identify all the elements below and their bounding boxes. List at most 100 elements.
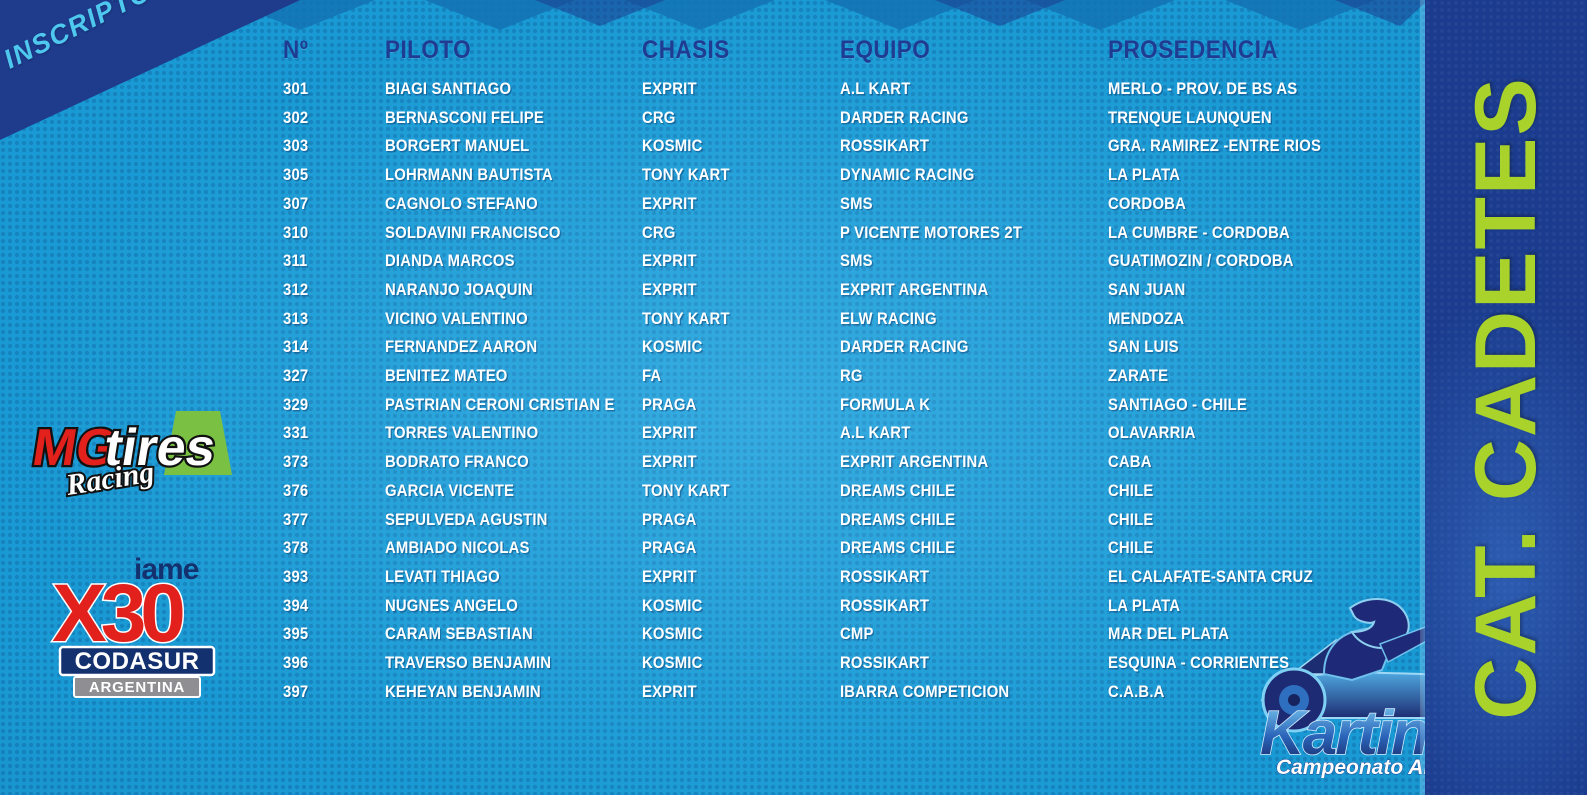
cell-origin: CORDOBA xyxy=(1108,194,1186,213)
x30-text: X30 xyxy=(51,567,191,661)
category-panel: CAT. CADETES xyxy=(1425,0,1587,795)
table-row: 376 GARCIA VICENTE TONY KART DREAMS CHILE CH… xyxy=(0,482,1430,510)
svg-text:X30: X30 xyxy=(52,568,183,659)
table-row: 327 BENITEZ MATEO FA RG ZARATE xyxy=(0,367,1430,395)
cell-number: 395 xyxy=(283,625,309,644)
cell-team: EXPRIT ARGENTINA xyxy=(840,453,989,472)
cell-origin: LA CUMBRE - CORDOBA xyxy=(1108,223,1290,242)
category-title: CAT. CADETES xyxy=(1458,75,1554,720)
cell-chassis: EXPRIT xyxy=(642,80,697,98)
table-row: 395 CARAM SEBASTIAN KOSMIC CMP MAR DEL PLATA xyxy=(0,625,1430,653)
cell-chassis: KOSMIC xyxy=(642,338,703,357)
cell-driver: FERNANDEZ AARON xyxy=(385,338,538,357)
cell-team: DREAMS CHILE xyxy=(840,510,956,529)
cell-chassis: EXPRIT xyxy=(642,280,697,299)
cell-number: 378 xyxy=(283,539,309,558)
cell-origin: C.A.B.A xyxy=(1108,682,1165,701)
table-row: 310 SOLDAVINI FRANCISCO CRG P VICENTE MOTOR… xyxy=(0,224,1430,252)
table-row: 301 BIAGI SANTIAGO EXPRIT A.L KART MERLO - P… xyxy=(0,80,1430,108)
cell-origin: GUATIMOZIN / CORDOBA xyxy=(1108,252,1294,271)
table-row: 329 PASTRIAN CERONI CRISTIAN E PRAGA FORMUL… xyxy=(0,396,1430,424)
cell-number: 314 xyxy=(283,338,309,357)
header-team: EQUIPO xyxy=(840,36,931,64)
x30-codasur-logo: iame X30 CODASUR ARGENTINA xyxy=(48,543,226,701)
cell-number: 396 xyxy=(283,654,309,672)
cell-chassis: EXPRIT xyxy=(642,453,697,472)
cell-chassis: KOSMIC xyxy=(642,596,703,615)
cell-team: ROSSIKART xyxy=(840,137,930,156)
cell-chassis: PRAGA xyxy=(642,395,697,414)
cell-origin: EL CALAFATE-SANTA CRUZ xyxy=(1108,567,1313,586)
panel-glow xyxy=(1425,0,1587,795)
cell-chassis: TONY KART xyxy=(642,309,730,328)
cell-chassis: EXPRIT xyxy=(642,424,697,443)
header-chassis: CHASIS xyxy=(642,36,730,64)
cell-number: 312 xyxy=(283,280,309,299)
table-row: 377 SEPULVEDA AGUSTIN PRAGA DREAMS CHILE CHI… xyxy=(0,511,1430,539)
table-row: 302 BERNASCONI FELIPE CRG DARDER RACING TREN… xyxy=(0,109,1430,137)
cell-team: SMS xyxy=(840,252,873,271)
cell-chassis: EXPRIT xyxy=(642,567,697,586)
cell-origin: CHILE xyxy=(1108,481,1154,500)
cell-origin: ESQUINA - CORRIENTES xyxy=(1108,654,1290,672)
cell-driver: CAGNOLO STEFANO xyxy=(385,194,538,213)
cell-team: ROSSIKART xyxy=(840,654,930,672)
cell-driver: SEPULVEDA AGUSTIN xyxy=(385,510,548,529)
cell-number: 393 xyxy=(283,567,309,586)
cell-origin: CABA xyxy=(1108,453,1152,472)
cell-driver: SOLDAVINI FRANCISCO xyxy=(385,223,561,242)
cell-team: P VICENTE MOTORES 2T xyxy=(840,223,1023,242)
cell-team: A.L KART xyxy=(840,80,911,98)
cell-team: A.L KART xyxy=(840,424,911,443)
cell-driver: KEHEYAN BENJAMIN xyxy=(385,682,541,701)
table-row: 373 BODRATO FRANCO EXPRIT EXPRIT ARGENTINA C… xyxy=(0,453,1430,481)
argentina-text: ARGENTINA xyxy=(89,679,185,696)
cell-driver: BODRATO FRANCO xyxy=(385,453,529,472)
cell-origin: CHILE xyxy=(1108,510,1154,529)
mg-text: MG xyxy=(29,419,122,477)
cell-chassis: CRG xyxy=(642,108,676,127)
cell-chassis: CRG xyxy=(642,223,676,242)
cell-chassis: PRAGA xyxy=(642,539,697,558)
mg-tires-logo: MG tires Racing xyxy=(24,405,266,503)
table-row: 311 DIANDA MARCOS EXPRIT SMS GUATIMOZIN / CO… xyxy=(0,252,1430,280)
cell-driver: BERNASCONI FELIPE xyxy=(385,108,545,127)
cell-driver: VICINO VALENTINO xyxy=(385,309,528,328)
cell-driver: DIANDA MARCOS xyxy=(385,252,515,271)
table-row: 303 BORGERT MANUEL KOSMIC ROSSIKART GRA. RAM… xyxy=(0,137,1430,165)
table-row: 305 LOHRMANN BAUTISTA TONY KART DYNAMIC RAC… xyxy=(0,166,1430,194)
cell-chassis: KOSMIC xyxy=(642,654,703,672)
cell-chassis: EXPRIT xyxy=(642,682,697,701)
cell-chassis: PRAGA xyxy=(642,510,697,529)
cell-driver: NUGNES ANGELO xyxy=(385,596,518,615)
cell-number: 397 xyxy=(283,682,309,701)
cell-driver: TORRES VALENTINO xyxy=(385,424,539,443)
cell-number: 305 xyxy=(283,166,309,185)
cell-team: DARDER RACING xyxy=(840,338,969,357)
cell-origin: TRENQUE LAUNQUEN xyxy=(1108,108,1272,127)
cell-number: 310 xyxy=(283,223,309,242)
cell-origin: GRA. RAMIREZ -ENTRE RIOS xyxy=(1108,137,1322,156)
cell-team: ROSSIKART xyxy=(840,596,930,615)
cell-number: 303 xyxy=(283,137,309,156)
cell-team: RG xyxy=(840,367,863,385)
cell-team: ELW RACING xyxy=(840,309,937,328)
cell-number: 329 xyxy=(283,395,309,414)
cell-driver: BORGERT MANUEL xyxy=(385,137,530,156)
codasur-text: CODASUR xyxy=(75,648,200,675)
cell-chassis: TONY KART xyxy=(642,481,730,500)
table-row: 393 LEVATI THIAGO EXPRIT ROSSIKART EL CALAFA… xyxy=(0,568,1430,596)
cell-team: IBARRA COMPETICION xyxy=(840,682,1010,701)
cell-origin: MERLO - PROV. DE BS AS xyxy=(1108,80,1298,98)
cell-number: 327 xyxy=(283,367,309,385)
cell-origin: SANTIAGO - CHILE xyxy=(1108,395,1248,414)
cell-driver: LEVATI THIAGO xyxy=(385,567,500,586)
cell-driver: AMBIADO NICOLAS xyxy=(385,539,530,558)
table-header-row: Nº PILOTO CHASIS EQUIPO PROSEDENCIA xyxy=(0,36,1430,64)
cell-origin: OLAVARRIA xyxy=(1108,424,1196,443)
cell-driver: BENITEZ MATEO xyxy=(385,367,508,385)
cell-origin: LA PLATA xyxy=(1108,166,1181,185)
cell-chassis: EXPRIT xyxy=(642,194,697,213)
cell-driver: LOHRMANN BAUTISTA xyxy=(385,166,553,185)
